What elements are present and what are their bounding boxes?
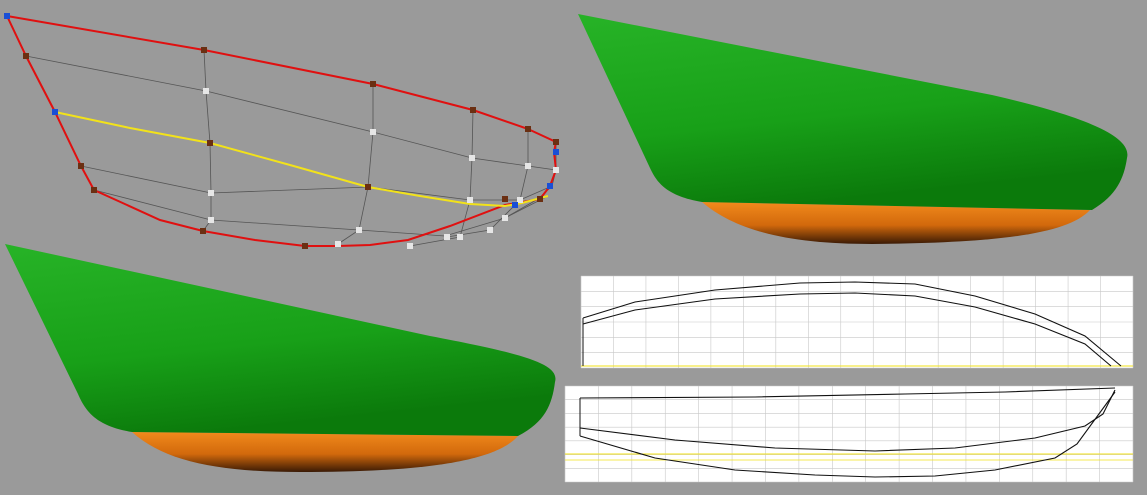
hull-bottom-surface [702, 202, 1090, 244]
waterline-mid [579, 389, 1116, 452]
blue-control-points[interactable] [4, 13, 559, 208]
shaded-hull-view-b[interactable] [0, 240, 570, 495]
brown-control-points[interactable] [23, 47, 559, 249]
control-net-view[interactable] [0, 0, 570, 255]
hull-side-surface [578, 14, 1128, 210]
sheer-line [582, 281, 1122, 367]
deck-line [582, 292, 1112, 367]
shaded-hull-view-a[interactable] [572, 0, 1147, 255]
waterline-top [579, 387, 1116, 399]
hull-bottom-surface [132, 432, 518, 472]
red-outline-curve [6, 15, 558, 247]
lines-drawing-upper [580, 275, 1134, 369]
keel-line [579, 391, 1116, 478]
white-control-points[interactable] [203, 88, 559, 249]
hull-side-surface [5, 244, 556, 436]
lines-drawing-lower [564, 385, 1134, 483]
lines-drawing-view[interactable] [555, 262, 1147, 495]
